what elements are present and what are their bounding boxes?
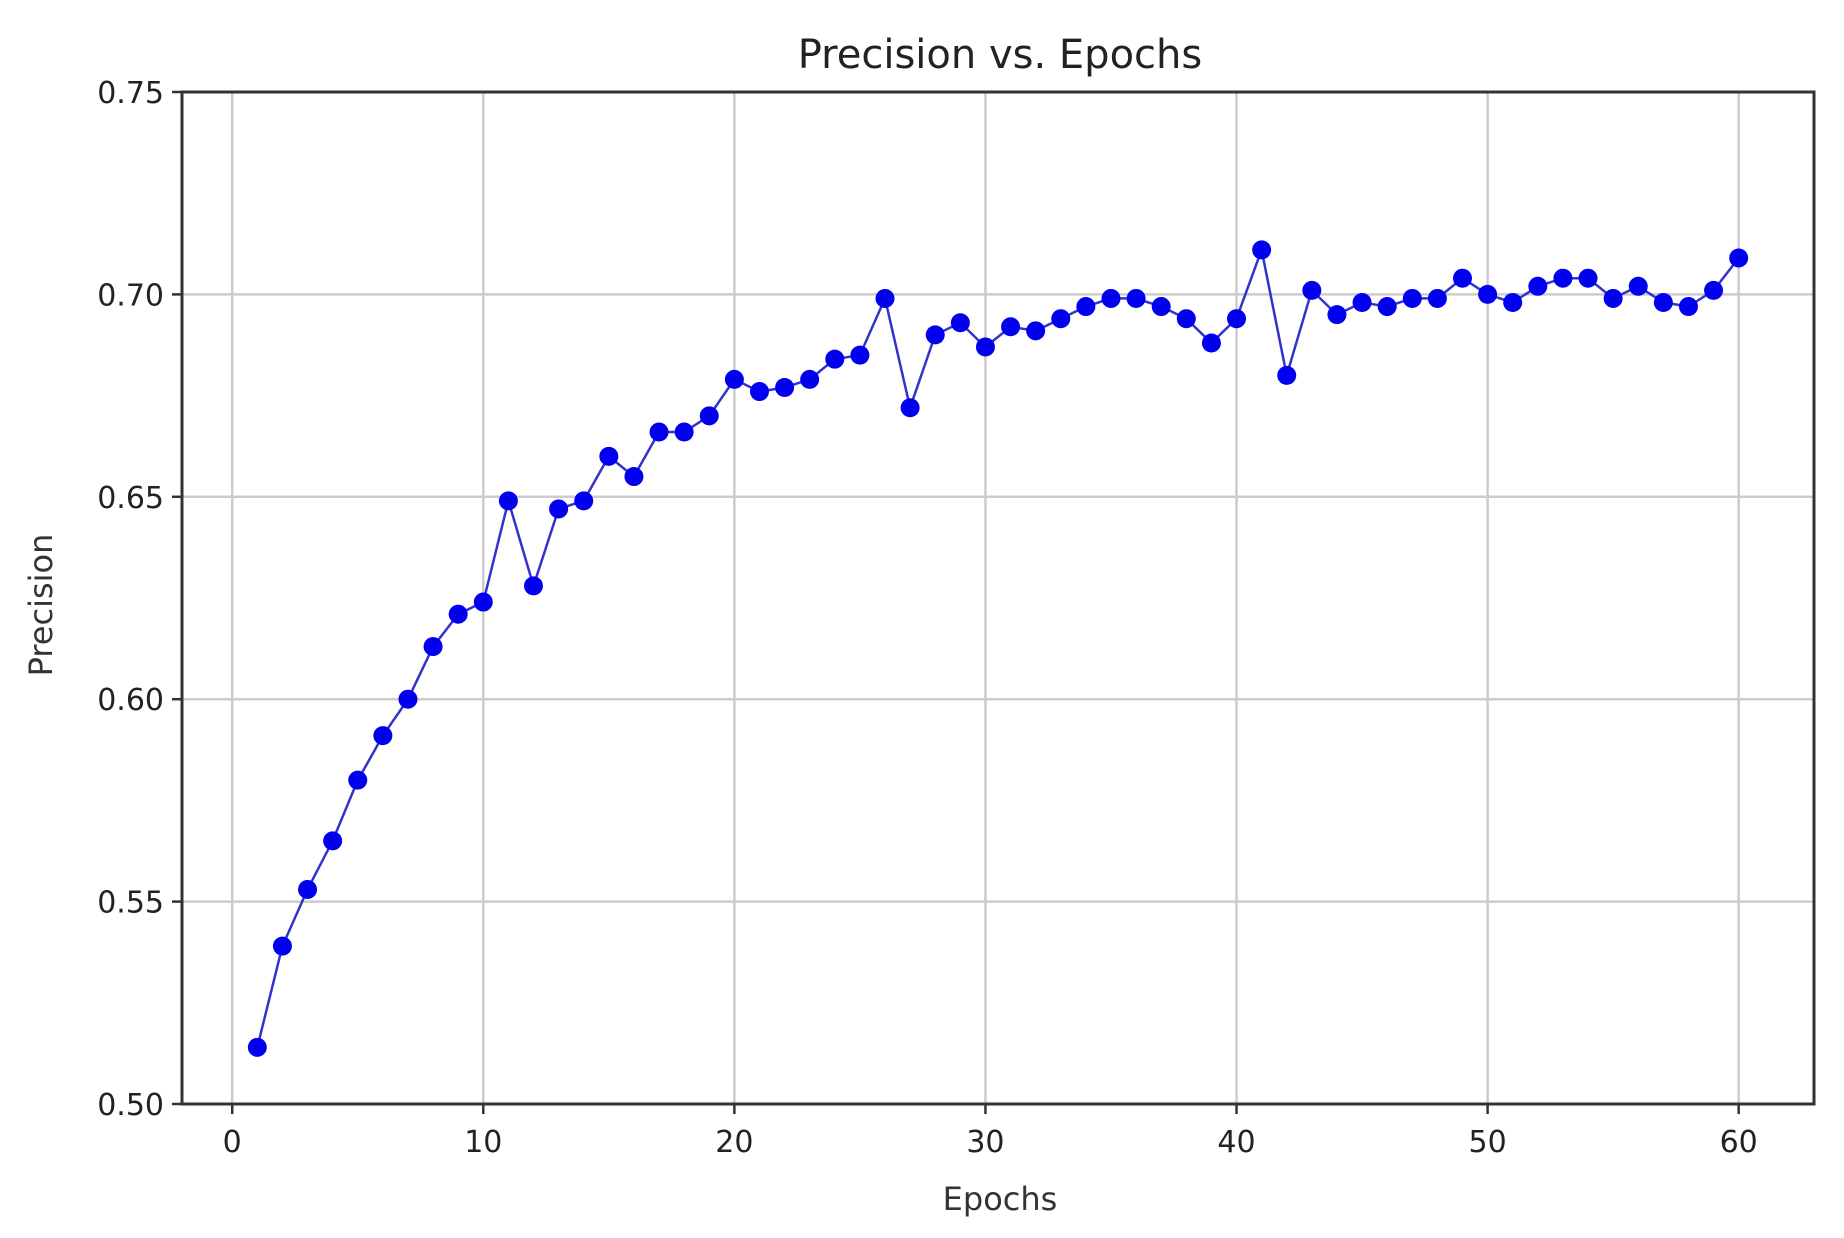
data-point: [800, 369, 820, 389]
data-point: [398, 689, 418, 709]
series-markers: [247, 240, 1749, 1057]
data-point: [574, 491, 594, 511]
data-point: [1452, 268, 1472, 288]
data-point: [1503, 292, 1523, 312]
data-point: [1704, 280, 1724, 300]
plot-frame: [180, 90, 1816, 1106]
x-tick-label: 10: [464, 1125, 502, 1160]
data-point: [524, 576, 544, 596]
data-point: [1001, 317, 1021, 337]
x-tick-label: 40: [1217, 1125, 1255, 1160]
data-point: [1026, 321, 1046, 341]
data-point: [1151, 297, 1171, 317]
data-point: [1327, 305, 1347, 325]
data-point: [975, 337, 995, 357]
data-point: [549, 499, 569, 519]
chart-title: Precision vs. Epochs: [798, 32, 1202, 78]
data-point: [599, 446, 619, 466]
data-point: [473, 592, 493, 612]
data-point: [1126, 288, 1146, 308]
data-point: [272, 936, 292, 956]
data-point: [699, 406, 719, 426]
data-point: [1628, 276, 1648, 296]
data-point: [624, 467, 644, 487]
y-tick-label: 0.50: [97, 1088, 164, 1123]
data-point: [1201, 333, 1221, 353]
data-point: [323, 831, 343, 851]
data-point: [850, 345, 870, 365]
data-point: [1478, 284, 1498, 304]
x-tick-label: 30: [966, 1125, 1004, 1160]
data-point: [298, 879, 318, 899]
x-tick-label: 60: [1720, 1125, 1758, 1160]
x-axis-label: Epochs: [943, 1180, 1058, 1218]
data-point: [724, 369, 744, 389]
data-point: [925, 325, 945, 345]
data-point: [348, 770, 368, 790]
y-tick-label: 0.75: [97, 76, 164, 111]
y-tick-label: 0.60: [97, 683, 164, 718]
grid-lines: [182, 90, 1814, 1106]
y-tick-label: 0.55: [97, 886, 164, 921]
data-point: [1252, 240, 1272, 260]
data-point: [674, 422, 694, 442]
data-point: [825, 349, 845, 369]
data-point: [373, 726, 393, 746]
y-axis-ticks: 0.50 0.55 0.60 0.65 0.70 0.75: [97, 76, 182, 1123]
data-point: [1402, 288, 1422, 308]
data-point: [1277, 365, 1297, 385]
data-point: [875, 288, 895, 308]
data-point: [1101, 288, 1121, 308]
data-point: [1553, 268, 1573, 288]
data-point: [1528, 276, 1548, 296]
data-point: [1076, 297, 1096, 317]
data-point: [1176, 309, 1196, 329]
data-point: [749, 382, 769, 402]
data-point: [1302, 280, 1322, 300]
data-point: [1578, 268, 1598, 288]
data-point: [1603, 288, 1623, 308]
data-point: [775, 378, 795, 398]
data-point: [900, 398, 920, 418]
data-point: [1653, 292, 1673, 312]
data-point: [498, 491, 518, 511]
data-point: [950, 313, 970, 333]
data-point: [1678, 297, 1698, 317]
data-point: [423, 637, 443, 657]
series-line: [256, 245, 1740, 1048]
x-axis-ticks: 0 10 20 30 40 50 60: [223, 1104, 1758, 1160]
data-point: [649, 422, 669, 442]
data-point: [1051, 309, 1071, 329]
data-point: [448, 604, 468, 624]
data-point: [247, 1037, 267, 1057]
data-point: [1352, 292, 1372, 312]
x-tick-label: 0: [223, 1125, 242, 1160]
data-point: [1227, 309, 1247, 329]
data-point: [1729, 248, 1749, 268]
y-tick-label: 0.70: [97, 278, 164, 313]
data-point: [1427, 288, 1447, 308]
data-point: [1377, 297, 1397, 317]
x-tick-label: 50: [1469, 1125, 1507, 1160]
x-tick-label: 20: [715, 1125, 753, 1160]
y-tick-label: 0.65: [97, 481, 164, 516]
y-axis-label: Precision: [22, 534, 60, 677]
